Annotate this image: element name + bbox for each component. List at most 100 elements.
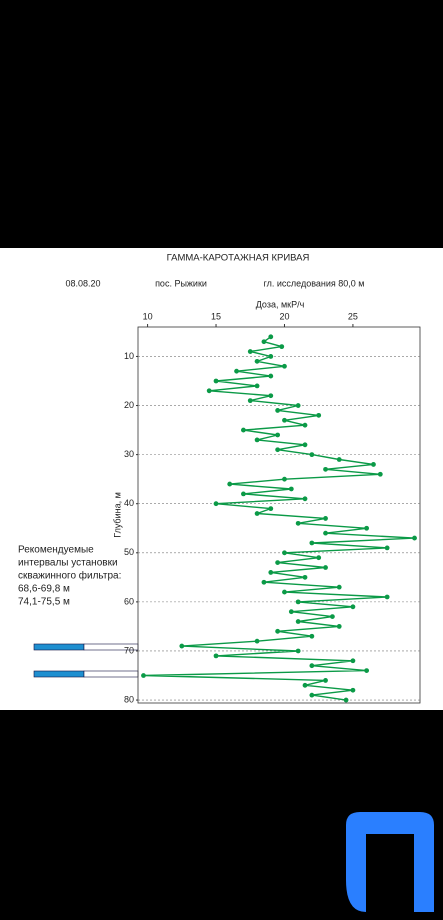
point (336, 457, 342, 462)
point (371, 462, 376, 467)
subtitle: 08.08.20 (65, 278, 100, 288)
point (261, 339, 267, 345)
chart-title: ГАММА-КАРОТАЖНАЯ КРИВАЯ (167, 253, 310, 264)
point (275, 447, 281, 453)
point (279, 344, 285, 350)
point (234, 368, 239, 374)
filter-bar (33, 643, 85, 651)
point (343, 697, 349, 703)
x-tick-label: 25 (348, 311, 358, 321)
plot-frame (137, 326, 421, 704)
point (213, 378, 219, 384)
subtitle: пос. Рыжики (155, 278, 207, 288)
point (254, 358, 260, 364)
point (227, 481, 233, 487)
point (213, 653, 219, 659)
point (364, 525, 370, 531)
point (241, 491, 246, 497)
y-tick-label: 20 (124, 400, 134, 410)
point (254, 638, 260, 644)
x-tick-label: 20 (279, 311, 289, 321)
point (350, 658, 356, 664)
point (323, 466, 328, 472)
annotation: 74,1-75,5 м (18, 597, 70, 608)
point (323, 516, 328, 521)
point (206, 388, 212, 394)
point (282, 589, 287, 595)
point (316, 412, 322, 418)
point (268, 354, 274, 359)
y-tick-label: 30 (124, 449, 134, 459)
point (254, 437, 260, 443)
point (268, 506, 274, 512)
point (336, 624, 342, 629)
point (323, 530, 328, 536)
point (282, 417, 287, 423)
x-axis-label: Доза, мкР/ч (256, 299, 305, 309)
point (295, 403, 301, 408)
point (247, 398, 253, 404)
point (309, 540, 315, 546)
point (282, 363, 287, 369)
annotation: 68,6-69,8 м (18, 584, 70, 595)
point (302, 422, 308, 428)
point (384, 594, 390, 600)
point (213, 501, 219, 507)
filter-bars (33, 643, 139, 678)
point (275, 432, 281, 438)
y-tick-label: 60 (124, 596, 134, 606)
annotation: интервалы установки (18, 558, 118, 569)
point (268, 373, 274, 379)
point (241, 427, 246, 433)
point (254, 511, 260, 516)
point (412, 535, 417, 541)
x-tick-label: 10 (143, 311, 153, 321)
point (268, 393, 274, 399)
point (329, 614, 335, 620)
point (268, 570, 274, 575)
point (261, 579, 267, 585)
point (309, 452, 315, 458)
point (179, 643, 185, 649)
point (323, 565, 328, 570)
point (254, 383, 260, 389)
y-tick-label: 70 (124, 645, 134, 655)
point (336, 584, 342, 590)
annotation: скважинного фильтра: (18, 570, 121, 582)
y-tick-label: 50 (124, 547, 134, 557)
point (268, 334, 274, 340)
point (275, 628, 281, 634)
point (282, 476, 287, 482)
subtitle: гл. исследования 80,0 м (264, 278, 365, 288)
y-tick-label: 40 (124, 498, 134, 508)
y-tick-label: 10 (124, 351, 134, 361)
point (275, 560, 281, 566)
point (141, 673, 146, 678)
point (302, 682, 308, 688)
point (288, 609, 294, 615)
y-tick-label: 80 (124, 694, 134, 704)
filter-bar (83, 670, 139, 678)
point (316, 555, 322, 561)
point (309, 633, 315, 639)
point (295, 599, 301, 605)
point (295, 648, 301, 654)
annotation: Рекомендуемые (18, 545, 94, 556)
point (295, 619, 301, 624)
point (275, 408, 281, 413)
point (288, 486, 294, 492)
point (247, 349, 253, 354)
chart-background (0, 248, 443, 710)
point (282, 550, 287, 556)
point (377, 471, 383, 477)
point (323, 678, 328, 683)
point (302, 496, 308, 502)
point (302, 442, 308, 448)
point (295, 520, 301, 526)
x-tick-label: 15 (211, 311, 221, 321)
point (364, 668, 370, 674)
point (384, 545, 390, 551)
y-axis-label: Глубина, м (112, 492, 122, 538)
point (309, 692, 315, 698)
